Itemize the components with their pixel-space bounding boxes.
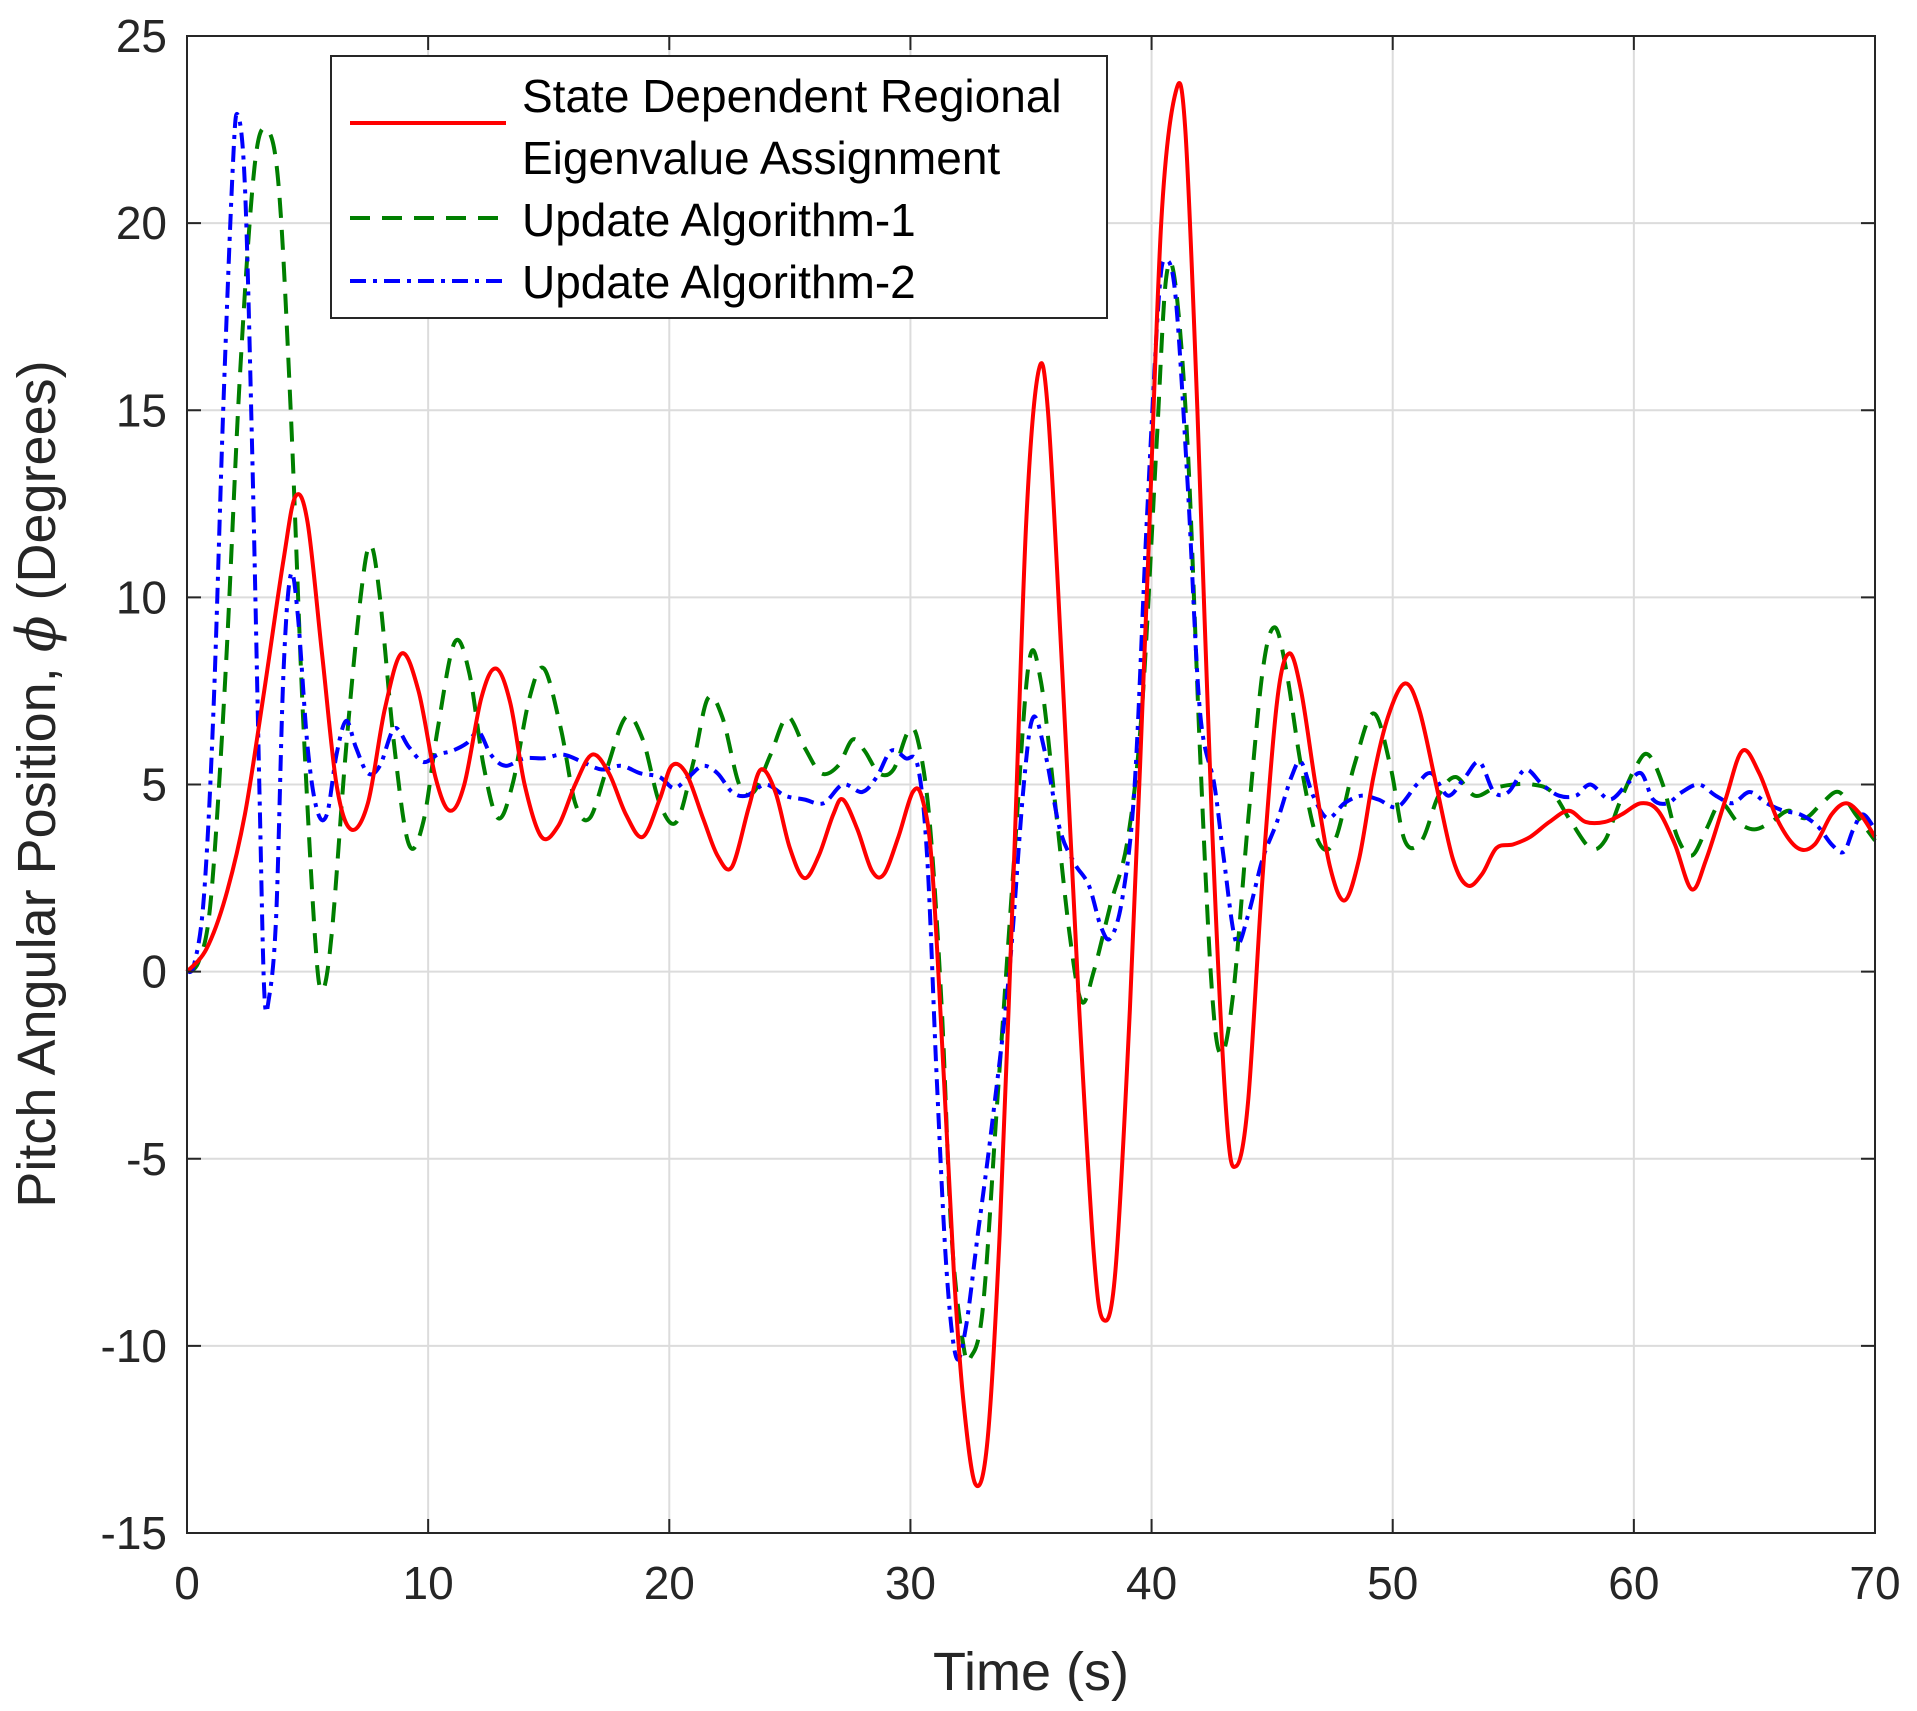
legend-label-update-algorithm-2: Update Algorithm-2 — [522, 256, 916, 308]
legend-box — [330, 55, 1108, 319]
x-tick-label: 30 — [885, 1557, 936, 1609]
x-tick-label: 60 — [1608, 1557, 1659, 1609]
series-layer — [185, 81, 1877, 1488]
y-axis-title-prefix: Pitch Angular Position, — [7, 652, 67, 1207]
legend-label-sdrea-line2: Eigenvalue Assignment — [522, 132, 1000, 184]
y-tick-label: 15 — [116, 384, 167, 436]
y-tick-label: 25 — [116, 10, 167, 62]
x-tick-label: 20 — [644, 1557, 695, 1609]
y-axis-title-symbol: ϕ — [5, 615, 68, 652]
x-tick-label: 70 — [1849, 1557, 1900, 1609]
y-tick-label: 20 — [116, 197, 167, 249]
legend-label-sdrea-line1: State Dependent Regional — [522, 70, 1062, 122]
series-line-update-algorithm-2 — [185, 111, 1877, 1362]
legend-label-update-algorithm-1: Update Algorithm-1 — [522, 194, 916, 246]
x-axis-title: Time (s) — [933, 1642, 1129, 1702]
y-tick-label: -5 — [126, 1133, 167, 1185]
x-tick-label: 40 — [1126, 1557, 1177, 1609]
x-tick-label: 10 — [403, 1557, 454, 1609]
y-tick-label: -15 — [101, 1507, 167, 1559]
y-tick-label: 10 — [116, 571, 167, 623]
series-line-update-algorithm-1 — [185, 126, 1877, 1364]
ticks: 0 10 20 30 40 50 60 70 -15 -10 -5 0 5 10 15 20 25 — [101, 10, 1901, 1609]
series-line-state-dependent-regional-eigenvalue-assignment — [185, 81, 1877, 1488]
x-tick-label: 0 — [174, 1557, 200, 1609]
y-tick-label: 5 — [141, 759, 167, 811]
y-axis-title: Pitch Angular Position, ϕ (Degrees) — [5, 360, 68, 1207]
legend: State Dependent Regional Eigenvalue Assi… — [330, 55, 1108, 319]
y-axis-title-suffix: (Degrees) — [7, 360, 67, 615]
y-tick-label: 0 — [141, 946, 167, 998]
y-tick-label: -10 — [101, 1320, 167, 1372]
x-tick-label: 50 — [1367, 1557, 1418, 1609]
